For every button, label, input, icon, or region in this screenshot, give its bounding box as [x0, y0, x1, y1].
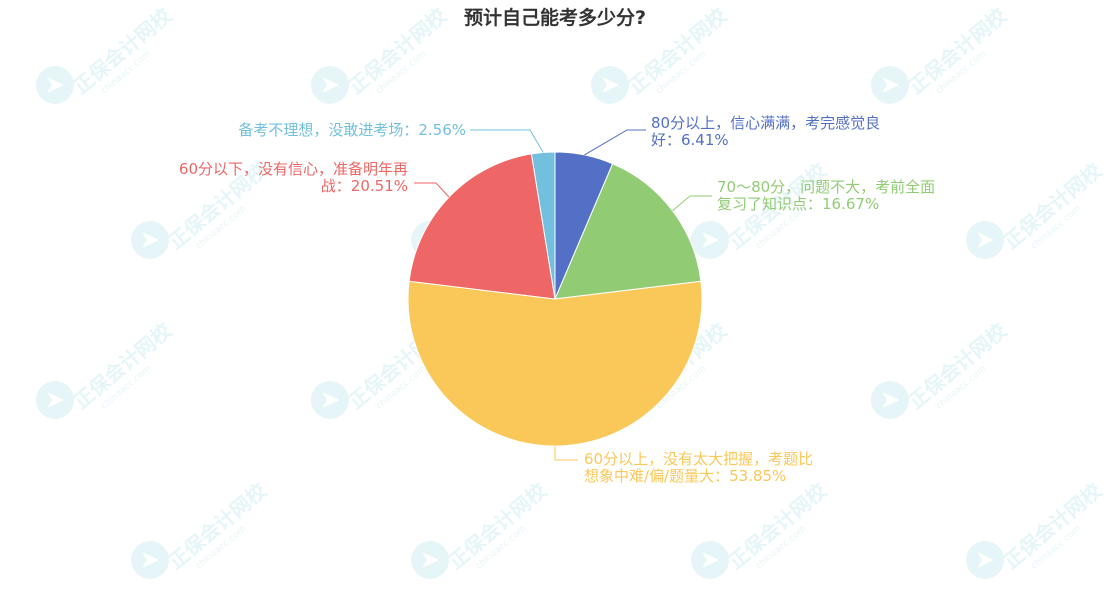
watermark-brand: 正保会计网校 [444, 478, 552, 574]
watermark-logo-mark-icon [322, 392, 339, 408]
watermark-logo-icon [871, 66, 909, 104]
slice-label-5: 备考不理想，没敢进考场：2.56% [238, 121, 466, 139]
pie-slice-5 [530, 151, 556, 300]
watermark-logo-mark-icon [702, 552, 719, 568]
watermark-brand: 正保会计网校 [69, 318, 177, 414]
slice-label-2: 70～80分，问题不大，考前全面复习了知识点：16.67% [717, 178, 935, 213]
slice-label-line: 战：20.51% [321, 177, 408, 195]
slice-label-line: 好：6.41% [651, 131, 729, 149]
slice-label-4: 60分以下，没有信心，准备明年再战：20.51% [179, 160, 408, 195]
watermark-logo-icon [36, 66, 74, 104]
watermark-brand: 正保会计网校 [999, 158, 1107, 254]
watermark-logo-mark-icon [882, 392, 899, 408]
watermark-logo-mark-icon [47, 392, 64, 408]
watermark-brand: 正保会计网校 [999, 478, 1107, 574]
watermark-logo-mark-icon [977, 552, 994, 568]
watermark-logo-mark-icon [142, 232, 159, 248]
watermark-logo-mark-icon [322, 77, 339, 93]
watermark-brand: 正保会计网校 [724, 478, 832, 574]
label-line-1 [584, 129, 646, 156]
slice-label-line: 80分以上，信心满满，考完感觉良 [651, 114, 880, 132]
watermark-logo-icon [311, 381, 349, 419]
watermark-logo-icon [871, 381, 909, 419]
watermark-logo-icon [591, 66, 629, 104]
slice-labels: 80分以上，信心满满，考完感觉良好：6.41% 70～80分，问题不大，考前全面复… [179, 114, 935, 485]
watermark-logo-icon [131, 221, 169, 259]
watermark-logo-icon [411, 541, 449, 579]
watermark-brand: 正保会计网校 [904, 3, 1012, 99]
watermark-brand: 正保会计网校 [344, 3, 452, 99]
watermark-brand: 正保会计网校 [904, 318, 1012, 414]
chart-title: 预计自己能考多少分? [464, 6, 646, 29]
label-line-5 [470, 129, 544, 153]
watermark-logo-icon [691, 541, 729, 579]
watermark-logo-mark-icon [882, 77, 899, 93]
watermark-logo-icon [131, 541, 169, 579]
label-line-3 [554, 445, 578, 461]
pie-slices [407, 151, 703, 447]
watermark-logo-icon [966, 541, 1004, 579]
watermark-logo-icon [36, 381, 74, 419]
watermark-logo-icon [691, 221, 729, 259]
pie-slice-3 [407, 280, 703, 447]
watermark-logo-mark-icon [702, 232, 719, 248]
slice-label-line: 备考不理想，没敢进考场：2.56% [238, 121, 466, 139]
watermark-logo-mark-icon [602, 77, 619, 93]
watermark-logo-icon [966, 221, 1004, 259]
watermark-logo-mark-icon [977, 232, 994, 248]
slice-label-line: 60分以上，没有太大把握，考题比 [584, 450, 813, 468]
slice-label-line: 70～80分，问题不大，考前全面 [717, 178, 935, 196]
watermark-brand: 正保会计网校 [164, 478, 272, 574]
slice-label-1: 80分以上，信心满满，考完感觉良好：6.41% [651, 114, 880, 149]
slice-label-3: 60分以上，没有太大把握，考题比想象中难/偏/题量大：53.85% [584, 450, 813, 485]
label-line-2 [672, 195, 712, 212]
pie-slice-4 [408, 153, 556, 300]
watermark-logo-mark-icon [422, 552, 439, 568]
watermark-logo-icon [311, 66, 349, 104]
watermark-logo-mark-icon [47, 77, 64, 93]
slice-label-line: 想象中难/偏/题量大：53.85% [584, 467, 786, 485]
slice-label-line: 复习了知识点：16.67% [717, 195, 879, 213]
watermark-logo-mark-icon [142, 552, 159, 568]
watermark-brand: 正保会计网校 [69, 3, 177, 99]
label-line-4 [414, 182, 450, 198]
slice-label-line: 60分以下，没有信心，准备明年再 [179, 160, 408, 178]
